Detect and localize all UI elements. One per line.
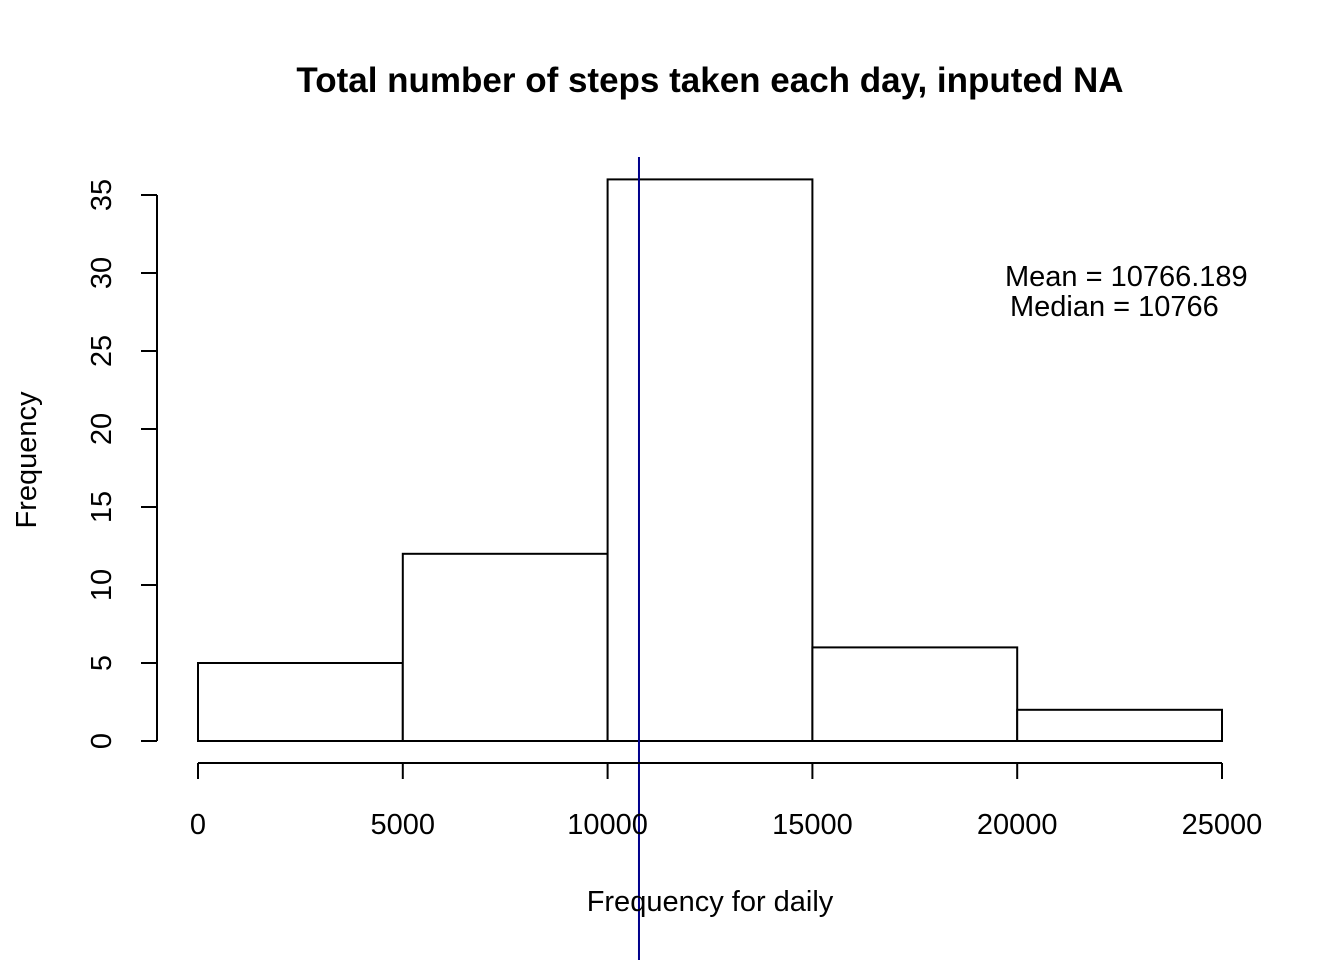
y-tick-label-1: 5 <box>86 655 118 671</box>
y-tick-label-7: 35 <box>86 179 118 211</box>
y-tick-label-2: 10 <box>86 569 118 601</box>
histogram-bar-0 <box>197 662 404 742</box>
annotation-group: Mean = 10766.189 Median = 10766 <box>1005 261 1248 323</box>
histogram-bar-1 <box>401 552 609 742</box>
x-tick-label-0: 0 <box>190 809 206 841</box>
x-axis-label: Frequency for daily <box>587 886 834 918</box>
histogram-bar-3 <box>811 646 1019 743</box>
y-tick-label-4: 20 <box>86 413 118 445</box>
x-tick-label-4: 20000 <box>977 809 1058 841</box>
mean-annotation: Mean = 10766.189 <box>1005 261 1248 293</box>
y-axis-label: Frequency <box>11 391 43 529</box>
chart-title: Total number of steps taken each day, in… <box>296 61 1123 100</box>
x-axis: 0 5000 10000 15000 20000 25000 <box>190 762 1263 841</box>
y-axis: 0 5 10 15 20 25 30 35 <box>86 179 158 749</box>
x-tick-label-5: 25000 <box>1182 809 1263 841</box>
y-tick-label-5: 25 <box>86 335 118 367</box>
y-tick-label-3: 15 <box>86 491 118 523</box>
x-tick-label-3: 15000 <box>772 809 853 841</box>
y-tick-label-0: 0 <box>86 733 118 749</box>
histogram-bar-4 <box>1016 708 1224 742</box>
histogram-bar-2 <box>606 178 814 742</box>
x-tick-label-2: 10000 <box>567 809 648 841</box>
bars-layer <box>197 178 1224 743</box>
y-tick-label-6: 30 <box>86 257 118 289</box>
median-annotation: Median = 10766 <box>1010 291 1219 323</box>
x-tick-label-1: 5000 <box>371 809 436 841</box>
